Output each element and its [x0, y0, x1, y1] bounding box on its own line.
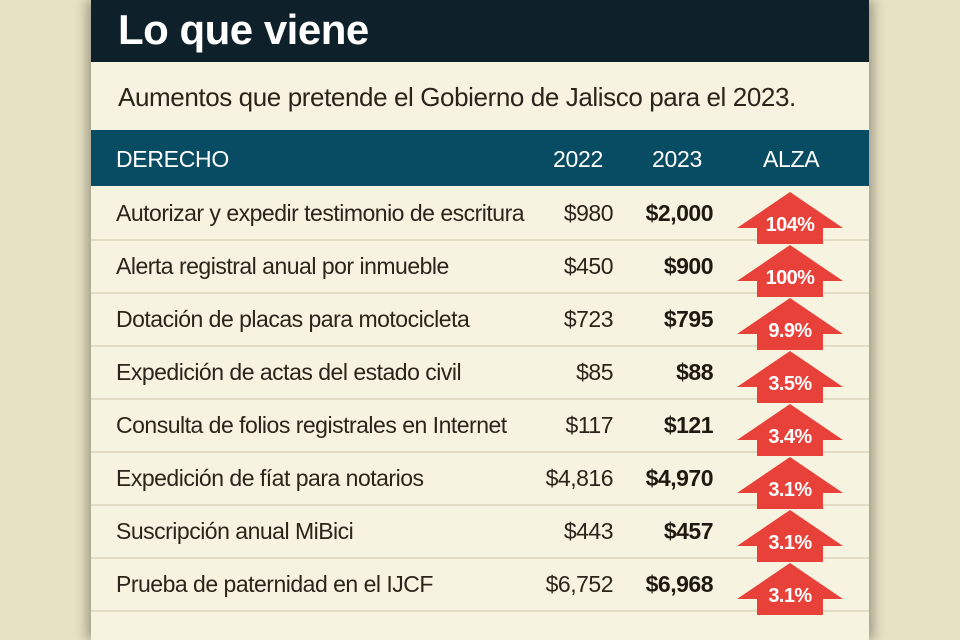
up-arrow-icon — [737, 298, 843, 350]
value-2022-cell: $980 — [563, 200, 614, 226]
value-2023-cell: $4,970 — [645, 465, 714, 491]
table-row: Suscripción anual MiBici $443 $457 3.1% — [91, 506, 869, 562]
increase-arrow: 9.9% — [737, 298, 843, 350]
value-2022-cell: $85 — [576, 359, 613, 385]
header-2022: 2022 — [553, 146, 603, 172]
derecho-cell: Expedición de actas del estado civil — [116, 359, 462, 385]
up-arrow-icon — [737, 563, 843, 615]
value-2023-cell: $457 — [663, 518, 714, 544]
up-arrow-icon — [737, 404, 843, 456]
up-arrow-icon — [737, 510, 843, 562]
value-2022-cell: $723 — [563, 306, 614, 332]
value-2022-cell: $443 — [563, 518, 614, 544]
table-row: Dotación de placas para motocicleta $723 $… — [91, 294, 869, 350]
value-2022-cell: $450 — [563, 253, 614, 279]
alza-label: 3.1% — [768, 585, 812, 607]
derecho-cell: Alerta registral anual por inmueble — [116, 253, 449, 279]
increase-arrow: 3.5% — [737, 351, 843, 403]
table-row: Expedición de actas del estado civil $85 $… — [91, 347, 869, 403]
alza-label: 3.1% — [768, 479, 812, 501]
up-arrow-icon — [737, 457, 843, 509]
alza-label: 3.1% — [768, 532, 812, 554]
increase-arrow: 3.1% — [737, 457, 843, 509]
increase-arrow: 3.1% — [737, 563, 843, 615]
table-row: Autorizar y expedir testimonio de escrit… — [91, 188, 869, 244]
value-2022-cell: $4,816 — [545, 465, 614, 491]
increase-arrow: 3.4% — [737, 404, 843, 456]
table-row: Prueba de paternidad en el IJCF $6,752 $6,… — [91, 559, 869, 615]
value-2023-cell: $900 — [663, 253, 714, 279]
derecho-cell: Autorizar y expedir testimonio de escrit… — [116, 200, 525, 226]
derecho-cell: Consulta de folios registrales en Intern… — [116, 412, 507, 438]
up-arrow-icon — [737, 245, 843, 297]
alza-label: 100% — [765, 267, 815, 289]
table-header: DERECHO 2022 2023 ALZA — [91, 130, 869, 186]
increase-arrow: 104% — [737, 192, 843, 244]
subtitle: Aumentos que pretende el Gobierno de Jal… — [118, 82, 796, 112]
alza-label: 3.4% — [768, 426, 812, 448]
value-2023-cell: $795 — [663, 306, 714, 332]
value-2023-cell: $88 — [676, 359, 713, 385]
derecho-cell: Dotación de placas para motocicleta — [116, 306, 470, 332]
alza-label: 104% — [765, 214, 815, 236]
alza-label: 9.9% — [768, 320, 812, 342]
increase-arrow: 3.1% — [737, 510, 843, 562]
title: Lo que viene — [118, 6, 369, 53]
header-2023: 2023 — [652, 146, 702, 172]
value-2023-cell: $2,000 — [645, 200, 714, 226]
infographic-card: Lo que viene Aumentos que pretende el Go… — [91, 0, 869, 640]
derecho-cell: Expedición de fíat para notarios — [116, 465, 424, 491]
up-arrow-icon — [737, 192, 843, 244]
table-row: Alerta registral anual por inmueble $450 $… — [91, 241, 869, 297]
value-2023-cell: $6,968 — [645, 571, 714, 597]
alza-label: 3.5% — [768, 373, 812, 395]
increase-arrow: 100% — [737, 245, 843, 297]
value-2023-cell: $121 — [663, 412, 714, 438]
table-row: Expedición de fíat para notarios $4,816 $4… — [91, 453, 869, 509]
header-derecho: DERECHO — [116, 146, 229, 172]
header-alza: ALZA — [763, 146, 820, 172]
table-row: Consulta de folios registrales en Intern… — [91, 400, 869, 456]
title-bar: Lo que viene — [91, 0, 869, 62]
derecho-cell: Prueba de paternidad en el IJCF — [116, 571, 433, 597]
derecho-cell: Suscripción anual MiBici — [116, 518, 354, 544]
value-2022-cell: $117 — [565, 412, 614, 438]
value-2022-cell: $6,752 — [545, 571, 614, 597]
up-arrow-icon — [737, 351, 843, 403]
